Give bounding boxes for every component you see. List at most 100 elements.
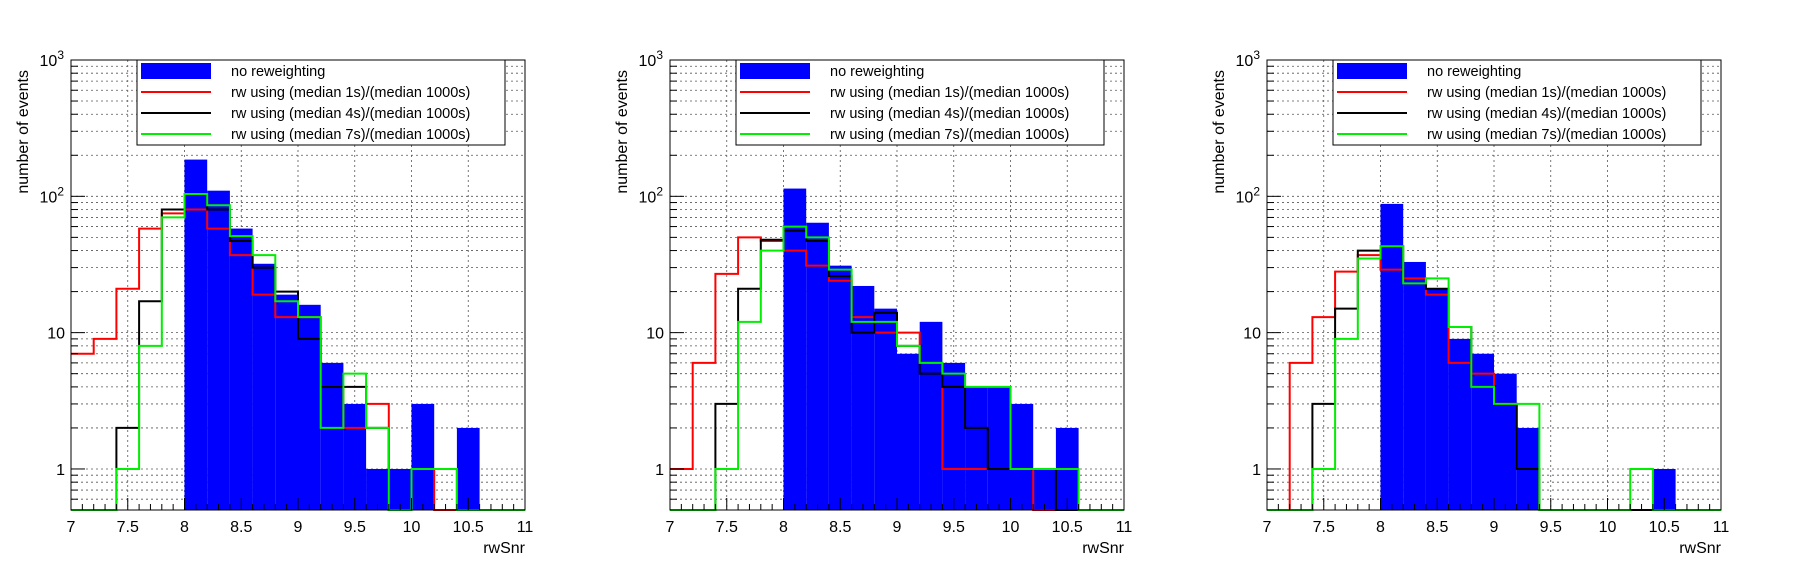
histogram-bar: [207, 190, 230, 510]
histogram-bar: [942, 362, 966, 510]
x-tick-label: 7: [67, 519, 76, 536]
series-no-reweighting: [184, 159, 480, 510]
y-axis-label: number of events: [1211, 70, 1228, 194]
x-tick-label: 11: [1713, 519, 1730, 536]
x-tick-label: 10.5: [1052, 519, 1083, 536]
histogram-bar: [1380, 203, 1404, 510]
histogram-bar: [366, 468, 389, 510]
x-tick-label: 11: [517, 519, 534, 536]
x-tick-label: 7.5: [1313, 519, 1335, 536]
y-tick-label: 1: [1252, 462, 1261, 479]
x-axis: 7 7.5 8 8.5 9 9.5 10 10.5 11 rwSnr: [666, 498, 1133, 557]
histogram-bar: [1010, 403, 1034, 510]
series-no-reweighting: [1380, 203, 1676, 510]
legend-swatch: [1337, 63, 1407, 79]
chart-panel-1: 7 7.5 8 8.5 9 9.5 10 10.5 11 rwSnr 1 10 102 103 number…: [15, 48, 533, 557]
x-tick-label: 9.5: [344, 519, 366, 536]
legend-label: rw using (median 4s)/(median 1000s): [1427, 106, 1666, 122]
histogram-bar: [1652, 468, 1676, 510]
x-axis: 7 7.5 8 8.5 9 9.5 10 10.5 11 rwSnr: [67, 498, 534, 557]
y-tick-label: 103: [639, 48, 664, 70]
step-line: [71, 192, 525, 511]
histogram-bar: [320, 362, 344, 510]
x-tick-label: 8: [779, 519, 788, 536]
histogram-bar: [1494, 373, 1517, 510]
y-tick-label: 10: [1243, 326, 1261, 343]
x-axis-label: rwSnr: [1082, 540, 1124, 557]
x-tick-label: 7.5: [716, 519, 738, 536]
x-axis-label: rwSnr: [1679, 540, 1721, 557]
x-tick-label: 9: [294, 519, 303, 536]
x-axis: 7 7.5 8 8.5 9 9.5 10 10.5 11 rwSnr: [1263, 498, 1730, 557]
y-tick-label: 10: [47, 326, 65, 343]
histogram-bar: [1471, 353, 1494, 510]
histogram-bar: [919, 321, 943, 510]
x-tick-label: 10.5: [453, 519, 484, 536]
histogram-bar: [229, 228, 253, 510]
step-line: [670, 225, 1124, 511]
histogram-bar: [252, 263, 276, 510]
x-tick-label: 9.5: [943, 519, 965, 536]
histogram-bar: [874, 308, 897, 510]
histogram-bar: [456, 427, 480, 510]
histogram-bar: [783, 188, 807, 510]
y-axis-label: number of events: [15, 70, 32, 194]
y-tick-label: 102: [639, 184, 664, 206]
histogram-bar: [1425, 288, 1449, 510]
chart-panel-3: 7 7.5 8 8.5 9 9.5 10 10.5 11 rwSnr 1 10 102 103 number…: [1211, 48, 1729, 557]
y-axis-label: number of events: [614, 70, 631, 194]
legend-label: rw using (median 1s)/(median 1000s): [830, 85, 1069, 101]
legend-label: rw using (median 4s)/(median 1000s): [231, 106, 470, 122]
y-tick-label: 102: [1236, 184, 1261, 206]
x-tick-label: 9: [1490, 519, 1499, 536]
legend-swatch: [141, 63, 211, 79]
series-rw-using-median-7s-median-1000s: [71, 192, 525, 511]
legend-label: rw using (median 7s)/(median 1000s): [1427, 127, 1666, 143]
y-tick-label: 1: [655, 462, 664, 479]
histogram-bar: [987, 386, 1011, 510]
x-tick-label: 7.5: [117, 519, 139, 536]
legend-label: rw using (median 4s)/(median 1000s): [830, 106, 1069, 122]
histogram-bar: [965, 386, 988, 510]
histogram-bar: [851, 285, 875, 510]
x-tick-label: 10: [1002, 519, 1020, 536]
legend: no reweighting rw using (median 1s)/(medi…: [136, 59, 506, 146]
x-tick-label: 10.5: [1649, 519, 1680, 536]
legend-label: no reweighting: [231, 64, 325, 80]
x-tick-label: 10: [403, 519, 421, 536]
histogram-bar: [828, 265, 852, 510]
x-tick-label: 11: [1116, 519, 1133, 536]
series-rw-using-median-7s-median-1000s: [670, 225, 1124, 511]
legend: no reweighting rw using (median 1s)/(medi…: [1332, 59, 1702, 146]
x-axis-label: rwSnr: [483, 540, 525, 557]
legend: no reweighting rw using (median 1s)/(medi…: [735, 59, 1105, 146]
histogram-bar: [184, 159, 208, 510]
y-tick-label: 103: [40, 48, 65, 70]
histogram-bar: [1033, 468, 1056, 510]
legend-label: rw using (median 1s)/(median 1000s): [231, 85, 470, 101]
y-axis: 1 10 102 103 number of events: [15, 48, 85, 511]
legend-label: rw using (median 1s)/(median 1000s): [1427, 85, 1666, 101]
legend-swatch: [740, 63, 810, 79]
histogram-bar: [298, 304, 321, 510]
x-tick-label: 7: [1263, 519, 1272, 536]
histogram-bar: [275, 294, 298, 510]
x-tick-label: 9.5: [1540, 519, 1562, 536]
series-rw-using-median-7s-median-1000s: [1267, 245, 1721, 511]
legend-label: rw using (median 7s)/(median 1000s): [830, 127, 1069, 143]
legend-label: no reweighting: [1427, 64, 1521, 80]
histogram-bar: [1403, 261, 1426, 510]
x-tick-label: 7: [666, 519, 675, 536]
histogram-bar: [897, 353, 920, 510]
x-tick-label: 8.5: [1426, 519, 1448, 536]
series-no-reweighting: [783, 188, 1079, 510]
x-tick-label: 9: [893, 519, 902, 536]
chart-panel-2: 7 7.5 8 8.5 9 9.5 10 10.5 11 rwSnr 1 10 102 103 number…: [614, 48, 1132, 557]
histogram-bar: [1448, 338, 1472, 510]
step-line: [1267, 245, 1721, 511]
x-tick-label: 10: [1599, 519, 1617, 536]
x-tick-label: 8: [1376, 519, 1385, 536]
y-tick-label: 1: [56, 462, 65, 479]
x-tick-label: 8.5: [230, 519, 252, 536]
legend-label: rw using (median 7s)/(median 1000s): [231, 127, 470, 143]
